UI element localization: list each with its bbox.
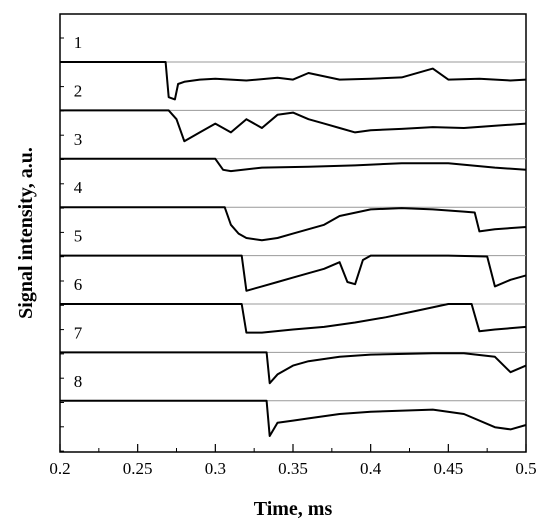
trace-label-2: 2	[74, 81, 83, 100]
x-tick-label: 0.2	[49, 459, 70, 478]
trace-label-4: 4	[74, 178, 83, 197]
trace-6	[60, 303, 527, 334]
x-tick-label: 0.35	[278, 459, 308, 478]
trace-5	[60, 254, 527, 292]
x-axis-title: Time, ms	[254, 498, 333, 520]
trace-2	[60, 109, 527, 143]
x-tick-label: 0.45	[433, 459, 463, 478]
trace-label-7: 7	[74, 323, 83, 342]
trace-8	[60, 399, 527, 437]
x-tick-label: 0.4	[360, 459, 382, 478]
x-tick-label: 0.5	[515, 459, 536, 478]
x-axis-ticks: 0.2 0.25 0.3 0.35 0.4 0.45 0.5	[49, 444, 537, 478]
trace-label-3: 3	[74, 130, 83, 149]
trace-4	[60, 206, 527, 242]
y-axis-title: Signal intensity, a.u.	[15, 147, 37, 319]
trace-3	[60, 157, 527, 173]
trace-1	[60, 61, 527, 101]
trace-labels: 1 2 3 4 5 6 7 8	[74, 33, 83, 391]
y-axis-ticks	[60, 37, 64, 452]
trace-7	[60, 351, 527, 385]
trace-label-5: 5	[74, 227, 83, 246]
trace-label-1: 1	[74, 33, 83, 52]
traces	[60, 61, 527, 437]
trace-label-8: 8	[74, 372, 83, 391]
x-tick-label: 0.3	[205, 459, 226, 478]
x-tick-label: 0.25	[123, 459, 153, 478]
trace-label-6: 6	[74, 275, 83, 294]
